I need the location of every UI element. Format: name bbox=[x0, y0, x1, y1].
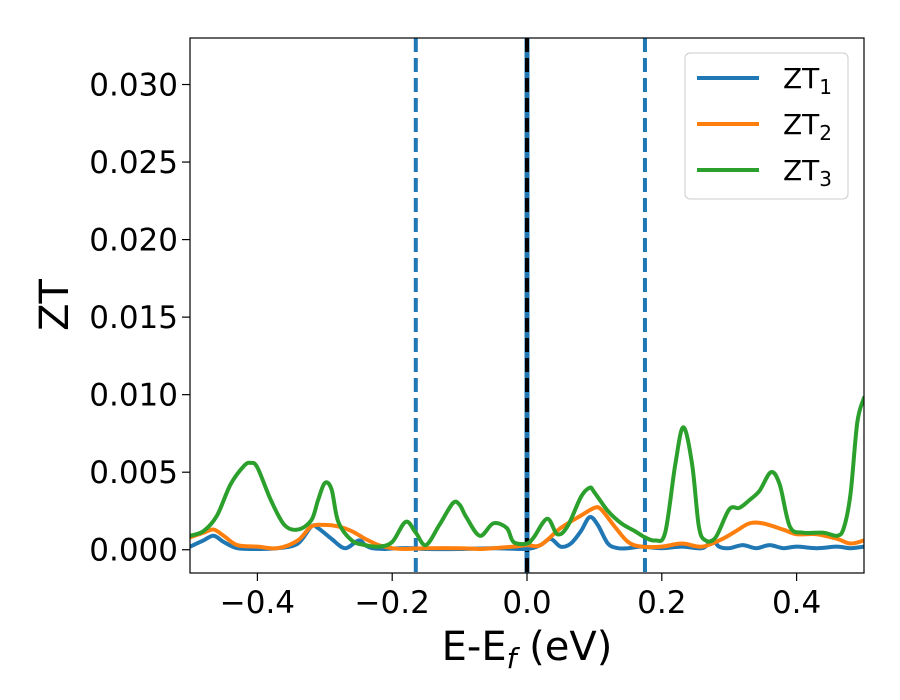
y-tick-label: 0.025 bbox=[89, 145, 178, 181]
vertical-reference-lines bbox=[413, 38, 647, 573]
y-tick-label: 0.010 bbox=[89, 378, 178, 414]
legend-label-zt3: ZT3 bbox=[783, 154, 832, 191]
x-tick-label: 0.4 bbox=[772, 585, 821, 621]
y-axis-label: ZT bbox=[32, 279, 78, 331]
legend-label-zt2: ZT2 bbox=[783, 108, 832, 145]
y-tick-label: 0.030 bbox=[89, 68, 178, 104]
y-tick-label: 0.020 bbox=[89, 223, 178, 259]
x-axis-ticks: −0.4 −0.2 0.0 0.2 0.4 bbox=[220, 573, 821, 621]
y-tick-label: 0.015 bbox=[89, 300, 178, 336]
x-axis-label-unit: (eV) bbox=[516, 624, 612, 670]
y-axis-ticks: 0.000 0.005 0.010 0.015 0.020 0.025 0.030 bbox=[89, 68, 190, 569]
y-tick-label: 0.005 bbox=[89, 455, 178, 491]
x-axis-label-main: E-E bbox=[442, 624, 507, 670]
x-tick-label: −0.2 bbox=[355, 585, 430, 621]
x-tick-label: 0.0 bbox=[502, 585, 551, 621]
legend-box bbox=[684, 52, 849, 200]
legend-label-zt1: ZT1 bbox=[783, 62, 832, 99]
x-tick-label: 0.2 bbox=[637, 585, 686, 621]
series-lines bbox=[190, 395, 864, 552]
x-axis-label: E-Ef (eV) bbox=[442, 624, 613, 675]
series-line-zt3 bbox=[190, 395, 864, 549]
x-tick-label: −0.4 bbox=[220, 585, 295, 621]
y-tick-label: 0.000 bbox=[89, 533, 178, 569]
legend: ZT1 ZT2 ZT3 bbox=[684, 52, 849, 200]
